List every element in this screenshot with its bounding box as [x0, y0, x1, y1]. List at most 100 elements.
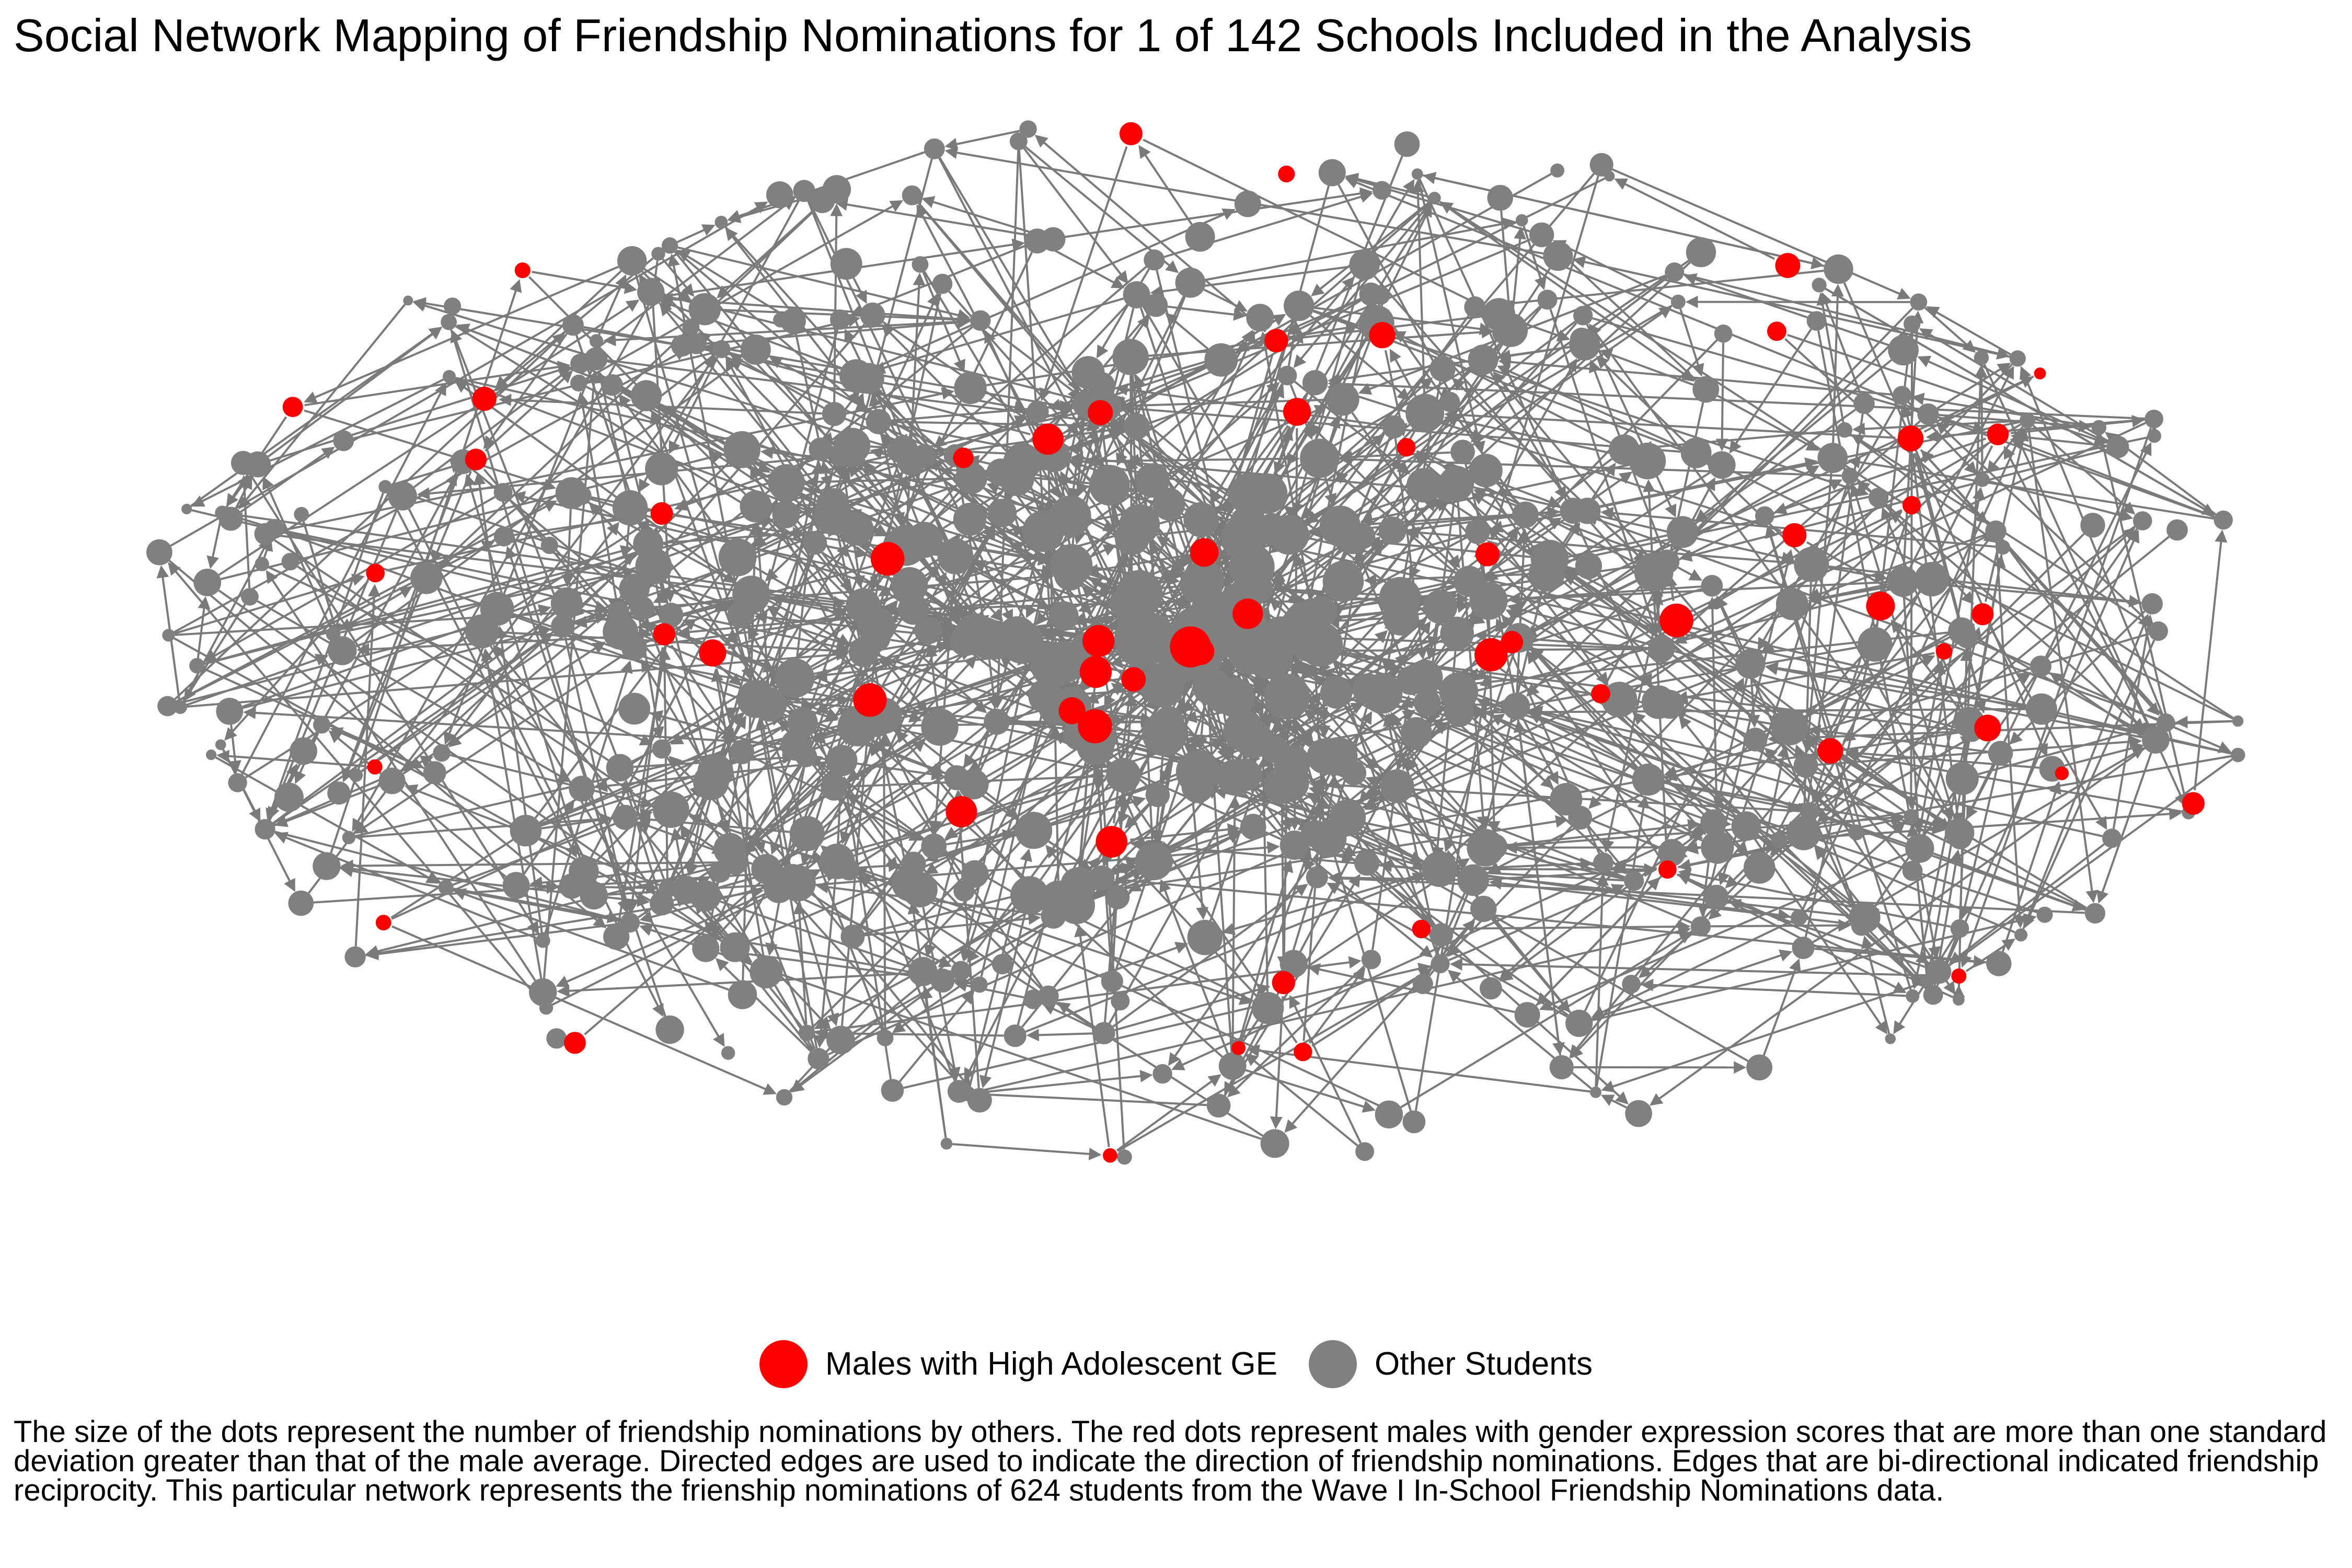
other-student-node [809, 437, 833, 461]
friendship-edge [1392, 621, 1431, 677]
other-student-node [540, 536, 558, 554]
friendship-edge [1729, 328, 1812, 454]
friendship-edge [448, 598, 624, 747]
other-student-node [1666, 516, 1699, 548]
other-student-node [1185, 222, 1215, 252]
friendship-edge [1489, 864, 1657, 881]
friendship-edge [190, 327, 443, 507]
friendship-edge [2002, 781, 2061, 952]
friendship-edge [598, 274, 627, 336]
friendship-edge [1570, 845, 1774, 1059]
friendship-edge [453, 888, 730, 991]
other-student-node [751, 854, 782, 884]
friendship-edge [1244, 1053, 1358, 1147]
friendship-edge [1754, 837, 1888, 1035]
other-student-node [1411, 168, 1423, 180]
friendship-edge [666, 756, 729, 852]
friendship-edge [528, 276, 863, 613]
friendship-edge [649, 712, 796, 756]
friendship-edge [1311, 201, 1431, 296]
friendship-edge [248, 472, 539, 935]
other-student-node [1071, 356, 1105, 389]
other-student-node [650, 891, 674, 916]
friendship-edge [1675, 652, 1935, 704]
high-ge-male-node [1170, 626, 1211, 667]
other-student-node [1887, 566, 1919, 597]
friendship-edge [1486, 540, 1660, 696]
friendship-edge [197, 596, 211, 659]
friendship-edge [952, 790, 980, 1088]
other-student-node [986, 458, 1014, 487]
friendship-edge [1807, 534, 1987, 601]
friendship-edge [1026, 1029, 1093, 1042]
other-student-node [1470, 895, 1497, 923]
other-student-node [1746, 1054, 1773, 1081]
other-student-node [2106, 435, 2129, 458]
other-student-node [1044, 641, 1086, 683]
friendship-edge [1850, 483, 1958, 826]
friendship-edge [1773, 437, 1987, 515]
legend-swatch-gray-dot [1308, 1340, 1357, 1388]
other-student-node [653, 791, 689, 828]
other-student-node [2232, 715, 2244, 727]
other-student-node [1670, 294, 1686, 309]
friendship-edge [1805, 736, 2087, 909]
friendship-edge [1504, 811, 1904, 848]
friendship-edge [206, 520, 222, 569]
friendship-edge [1112, 883, 1308, 1028]
friendship-edge [1065, 238, 1531, 433]
other-student-node [1429, 355, 1456, 382]
friendship-edge [954, 979, 1024, 999]
other-student-node [1412, 974, 1433, 994]
other-student-node [1229, 472, 1272, 515]
high-ge-male-node [1264, 329, 1288, 353]
friendship-edge [182, 537, 270, 702]
friendship-edge [1023, 147, 1128, 284]
friendship-edge [2001, 539, 2148, 737]
friendship-edge [776, 880, 964, 1089]
other-student-node [1624, 871, 1644, 891]
other-student-node [1692, 376, 1720, 403]
other-student-node [1092, 1022, 1115, 1045]
friendship-edge [1204, 319, 1295, 567]
other-student-node [822, 402, 847, 426]
friendship-edge [1831, 284, 1844, 443]
high-ge-male-node [1397, 438, 1416, 457]
other-student-node [1175, 750, 1220, 794]
other-student-node [1853, 393, 1875, 414]
other-student-node [1841, 467, 1859, 485]
other-student-node [1269, 515, 1309, 555]
friendship-edge [882, 525, 995, 716]
friendship-edge [814, 956, 1362, 1033]
other-student-node [766, 181, 793, 209]
other-student-node [1015, 812, 1053, 849]
friendship-edge [268, 566, 653, 746]
other-student-node [1714, 324, 1733, 343]
friendship-edge [1565, 570, 1906, 813]
other-student-node [798, 1024, 815, 1042]
other-student-node [528, 978, 557, 1007]
friendship-edge [304, 409, 557, 491]
friendship-edge [266, 492, 384, 822]
other-student-node [1487, 185, 1513, 211]
other-student-node [808, 1048, 829, 1070]
friendship-edge [2023, 639, 2155, 929]
friendship-edge [2112, 614, 2155, 829]
other-student-node [1985, 520, 2007, 542]
other-student-node [740, 335, 771, 365]
other-student-node [712, 340, 731, 359]
other-student-node [1183, 502, 1219, 537]
friendship-edge [1092, 543, 1133, 633]
other-student-node [1135, 843, 1173, 881]
other-student-node [1301, 820, 1329, 848]
friendship-edge [532, 271, 638, 294]
other-student-node [589, 334, 604, 348]
other-student-node [612, 490, 648, 526]
other-student-node [313, 852, 341, 880]
friendship-edge [685, 628, 740, 876]
friendship-edge [437, 199, 827, 568]
other-student-node [206, 750, 217, 760]
friendship-edge [355, 716, 866, 837]
friendship-edge [342, 592, 421, 782]
friendship-edge [1345, 843, 1426, 870]
